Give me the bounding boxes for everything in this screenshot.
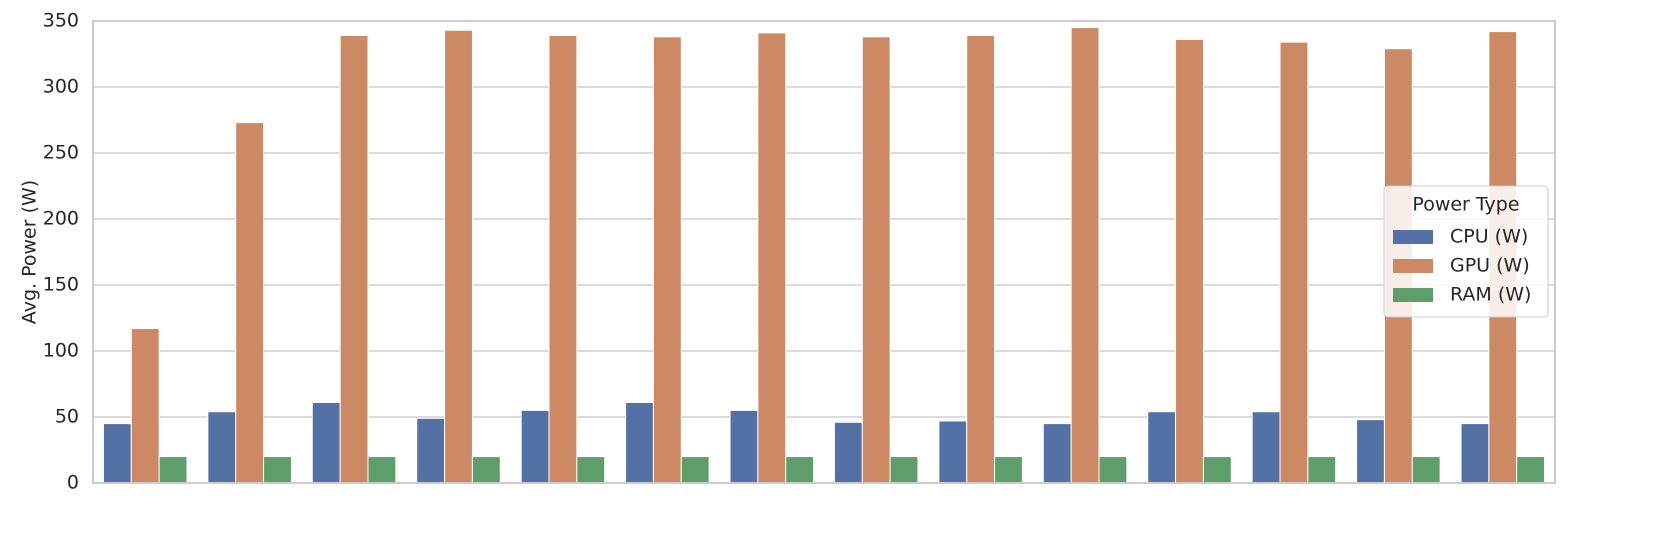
bar (1070, 27, 1100, 484)
bar (1175, 38, 1204, 484)
legend-swatch (1393, 230, 1433, 244)
bar (235, 122, 265, 484)
bar (1279, 41, 1309, 484)
bar (1356, 419, 1385, 484)
bar (207, 411, 237, 484)
bar (729, 409, 759, 484)
y-tick-label: 200 (43, 208, 79, 230)
bar (1307, 456, 1337, 484)
bar (1411, 456, 1441, 484)
bar (1147, 411, 1177, 484)
y-axis-label: Avg. Power (W) (19, 180, 41, 324)
bar (889, 456, 919, 484)
bar (994, 456, 1023, 484)
legend-swatch (1393, 259, 1433, 273)
legend-label: RAM (W) (1450, 284, 1531, 306)
bar (263, 456, 292, 484)
bar (444, 29, 473, 484)
bar (1042, 423, 1072, 484)
bar (339, 35, 369, 484)
bar (625, 401, 654, 484)
y-tick-label: 150 (43, 274, 79, 296)
bar (548, 35, 578, 484)
bar (576, 456, 606, 484)
bar (757, 32, 787, 484)
bar (833, 421, 863, 484)
bar (416, 417, 446, 484)
bar (1098, 456, 1128, 484)
bar (1516, 456, 1546, 484)
bar (680, 456, 710, 484)
bar (520, 409, 550, 484)
bar (130, 328, 160, 484)
plot-frame (92, 20, 1556, 484)
bar (861, 36, 891, 484)
bar (966, 35, 996, 484)
legend: Power Type CPU (W) GPU (W) RAM (W) (1383, 185, 1549, 318)
bar (102, 423, 132, 484)
y-tick-label: 50 (55, 406, 79, 428)
y-tick-label: 300 (43, 76, 79, 98)
bar (652, 36, 682, 484)
legend-swatch (1393, 288, 1433, 302)
bar (1460, 423, 1490, 484)
bar (938, 420, 968, 484)
legend-title: Power Type (1412, 194, 1519, 216)
y-tick-label: 350 (43, 10, 79, 32)
bar (785, 456, 815, 484)
bar (1202, 456, 1232, 484)
bar (471, 456, 501, 484)
bar (367, 456, 397, 484)
bar (158, 456, 188, 484)
legend-label: GPU (W) (1450, 255, 1530, 277)
y-tick-label: 100 (43, 340, 79, 362)
y-tick-label: 250 (43, 142, 79, 164)
y-tick-label: 0 (67, 472, 79, 494)
bar (311, 401, 341, 484)
legend-label: CPU (W) (1450, 226, 1528, 248)
bar (1251, 411, 1281, 484)
legend-box (1383, 185, 1549, 318)
